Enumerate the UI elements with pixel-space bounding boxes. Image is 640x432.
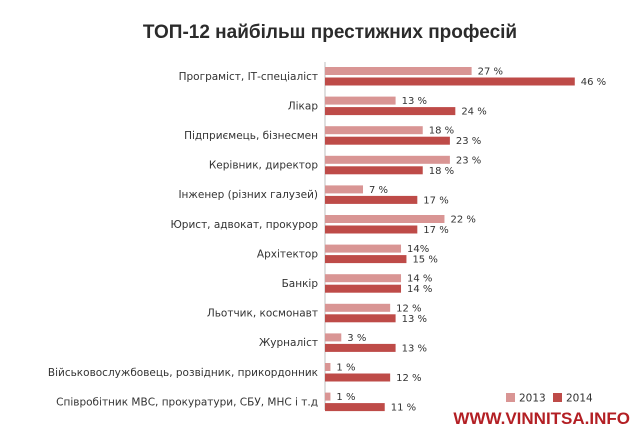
bar-2013	[325, 126, 423, 135]
data-label: 46 %	[581, 77, 606, 88]
bar-2014	[325, 284, 402, 293]
data-label: 22 %	[450, 215, 475, 226]
legend-swatch-2013	[506, 393, 515, 402]
data-label: 3 %	[347, 333, 366, 344]
category-label: Підприємець, бізнесмен	[184, 130, 318, 142]
bar-2014	[325, 107, 456, 116]
data-label: 23 %	[456, 155, 481, 166]
bar-2014	[325, 343, 396, 352]
watermark: WWW.VINNITSA.INFO	[453, 409, 630, 428]
data-label: 27 %	[478, 67, 503, 78]
bar-2013	[325, 215, 445, 223]
bar-2014	[325, 314, 396, 323]
data-label: 14 %	[407, 274, 432, 285]
legend-label-2014: 2014	[566, 393, 593, 405]
data-label: 24 %	[461, 107, 486, 118]
category-label: Юрист, адвокат, прокурор	[170, 219, 318, 231]
bar-2013	[325, 333, 342, 342]
bar-2013	[325, 274, 402, 283]
data-label: 13 %	[402, 343, 427, 354]
bar-2013	[325, 155, 450, 164]
data-label: 1 %	[336, 363, 355, 374]
data-label: 14%	[407, 244, 429, 255]
category-label: Співробітник МВС, прокуратури, СБУ, МНС …	[56, 396, 318, 408]
category-label: Військовослужбовець, розвідник, прикордо…	[48, 367, 318, 379]
legend: 2013 2014	[506, 393, 593, 405]
data-label: 13 %	[402, 314, 427, 325]
bar-2013	[325, 96, 396, 105]
bar-2013	[325, 363, 331, 371]
data-label: 17 %	[423, 195, 448, 206]
bar-2014	[325, 373, 391, 382]
bar-2014	[325, 136, 450, 145]
data-label: 1 %	[336, 392, 355, 403]
bar-2014	[325, 225, 418, 234]
data-label: 13 %	[402, 96, 427, 107]
bar-2014	[325, 166, 423, 175]
data-label: 15 %	[412, 255, 437, 266]
bar-2013	[325, 303, 391, 312]
bar-2014	[325, 77, 575, 86]
data-label: 14 %	[407, 284, 432, 295]
category-label: Банкір	[282, 278, 319, 290]
bar-2014	[325, 195, 418, 204]
category-label: Програміст, ІТ-спеціаліст	[179, 71, 318, 83]
plot-area: Програміст, ІТ-спеціаліст 27 % 46 % Лікар 13…	[48, 67, 606, 414]
legend-swatch-2014	[553, 393, 562, 402]
category-label: Льотчик, космонавт	[207, 308, 318, 320]
data-label: 7 %	[369, 185, 388, 196]
bar-2014	[325, 403, 385, 412]
data-label: 11 %	[391, 403, 416, 414]
bar-2013	[325, 392, 331, 401]
category-label: Лікар	[288, 100, 319, 112]
category-label: Керівник, директор	[209, 160, 318, 172]
chart-title: ТОП-12 найбільш престижних професій	[143, 22, 517, 43]
category-label: Журналіст	[259, 337, 318, 349]
data-label: 23 %	[456, 136, 481, 147]
bar-2013	[325, 67, 472, 75]
data-label: 12 %	[396, 373, 421, 384]
category-label: Інженер (різних галузей)	[178, 189, 318, 201]
data-label: 17 %	[423, 225, 448, 236]
bar-2014	[325, 255, 407, 264]
bar-2013	[325, 185, 364, 194]
legend-label-2013: 2013	[519, 393, 546, 405]
category-label: Архітектор	[257, 248, 318, 260]
bar-2013	[325, 244, 402, 253]
data-label: 12 %	[396, 303, 421, 314]
data-label: 18 %	[429, 126, 454, 137]
data-label: 18 %	[429, 166, 454, 177]
